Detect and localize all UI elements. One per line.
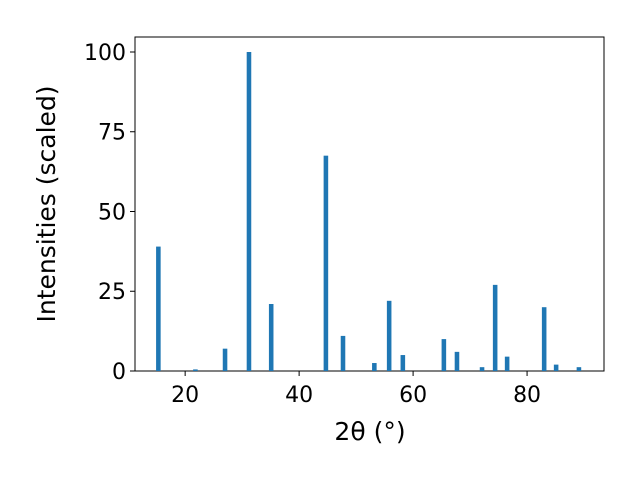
x-tick-label: 80 (513, 383, 541, 408)
bar (340, 335, 346, 371)
bar (576, 367, 582, 371)
bar (193, 369, 198, 371)
x-tick-label: 20 (171, 383, 199, 408)
bar (222, 348, 228, 371)
bar (479, 367, 485, 371)
y-tick-label: 75 (98, 121, 126, 146)
bar (156, 246, 161, 371)
y-tick-label: 25 (98, 280, 126, 305)
x-tick-label: 40 (285, 383, 313, 408)
bar (441, 339, 447, 371)
bar (541, 307, 547, 371)
x-tick-label: 60 (399, 383, 427, 408)
bar (372, 363, 377, 371)
bar (386, 300, 392, 371)
bar (400, 355, 406, 371)
bar (268, 304, 274, 371)
bar (553, 364, 559, 371)
bar (492, 284, 498, 371)
bar (454, 351, 460, 371)
plot-frame (134, 36, 605, 372)
y-axis-label: Intensities (scaled) (32, 85, 61, 322)
bar (504, 356, 510, 371)
bar (246, 51, 252, 371)
y-tick-label: 50 (98, 200, 126, 225)
y-tick-label: 100 (84, 41, 126, 66)
y-tick-label: 0 (112, 360, 126, 385)
bar (323, 155, 329, 371)
x-axis-label: 2θ (°) (334, 417, 405, 446)
